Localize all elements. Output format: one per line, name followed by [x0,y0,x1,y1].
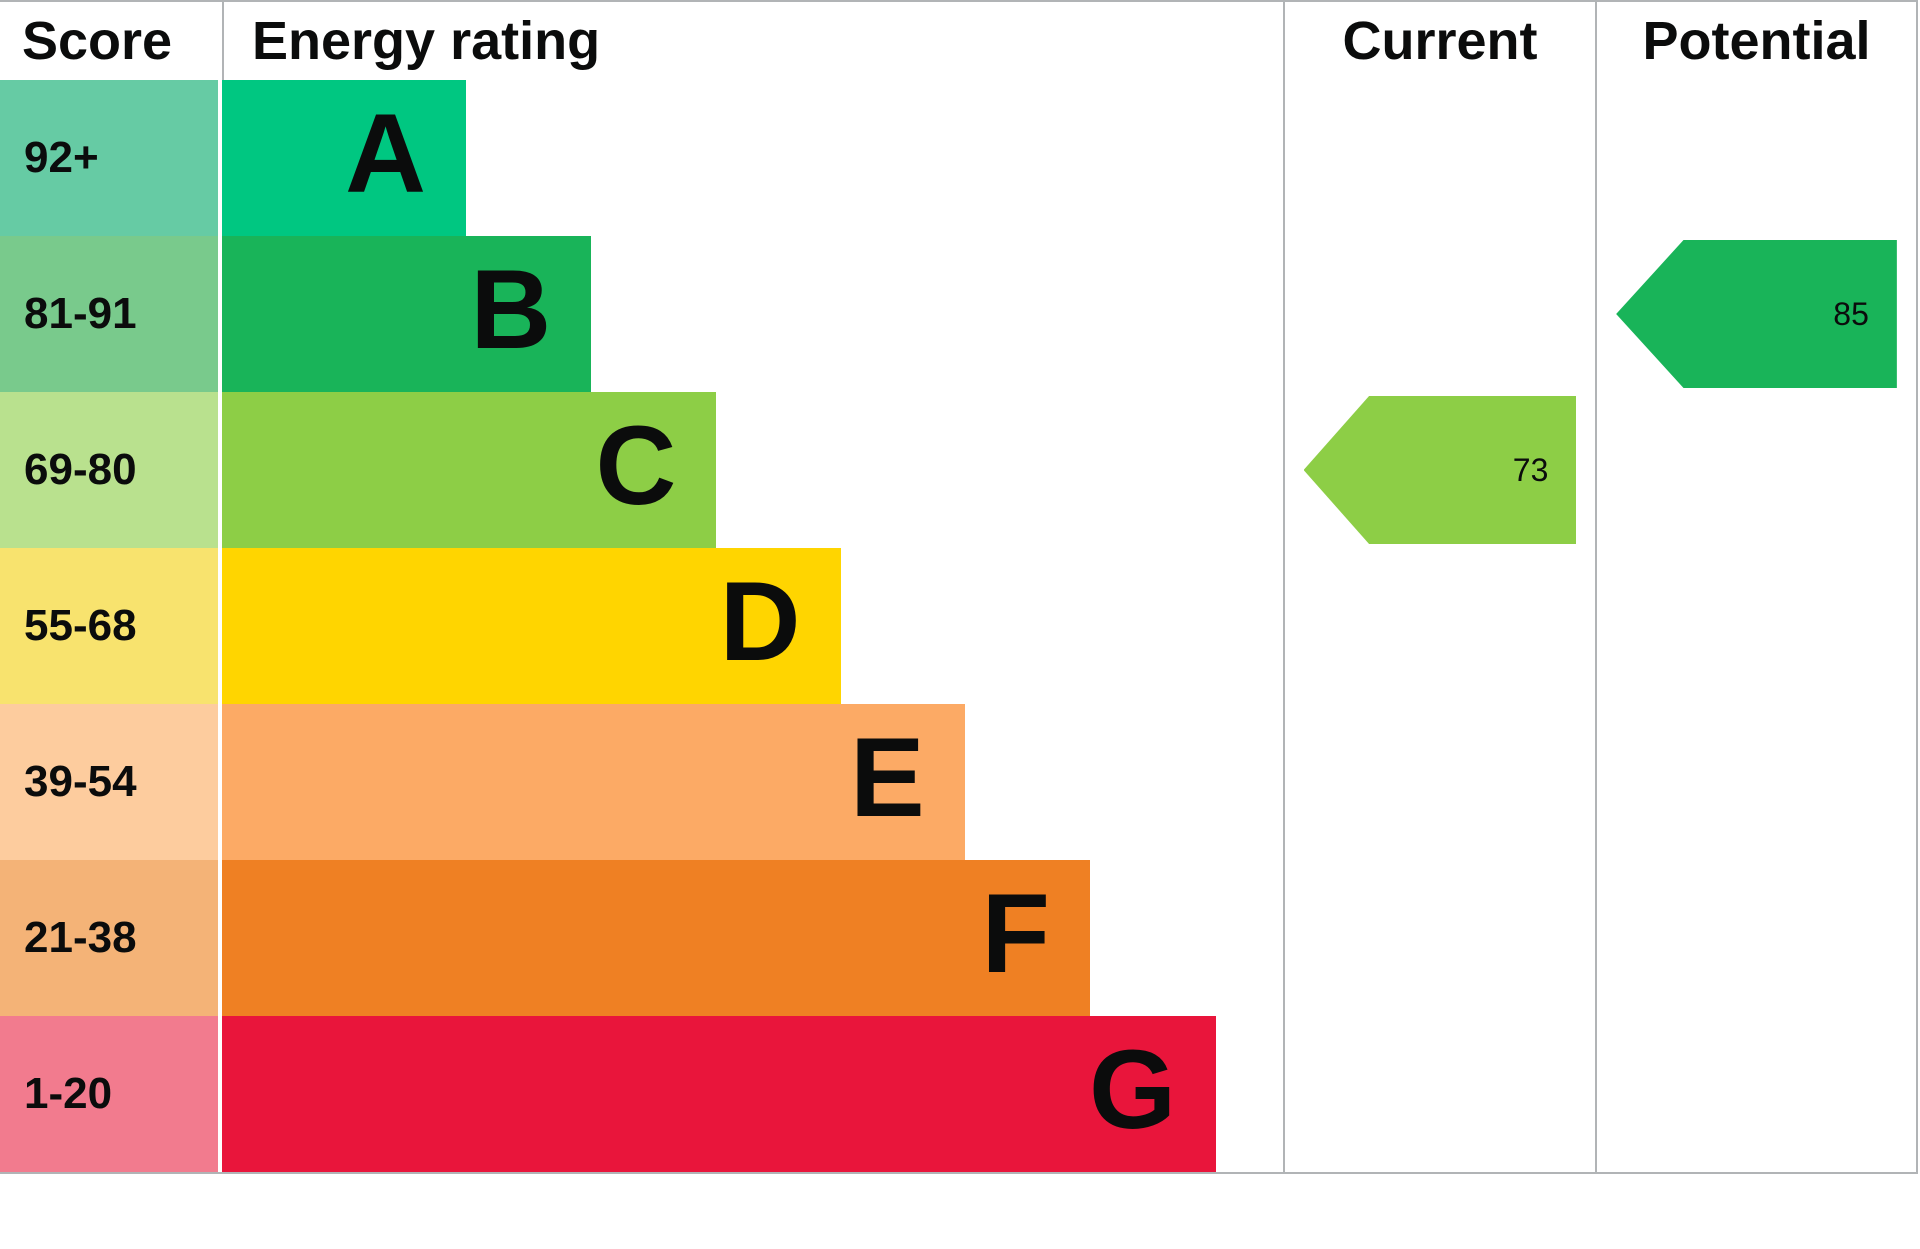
epc-grid: Score Energy rating Current Potential 92… [0,0,1918,1174]
score-range-c: 69-80 [24,445,137,494]
current-cell-d [1283,548,1595,704]
rating-bar-c: C [222,392,717,548]
current-cell-b [1283,236,1595,392]
rating-letter-a: A [345,91,427,216]
score-range-g: 1-20 [24,1069,113,1118]
rating-letter-e: E [849,715,925,840]
current-rating-arrow: 73 [1303,396,1577,544]
rating-cell-g: G [222,1016,1283,1172]
header-energy-rating: Energy rating [222,2,1283,80]
current-cell-g [1283,1016,1595,1172]
header-score: Score [0,2,222,80]
potential-cell-a [1595,80,1918,236]
header-potential: Potential [1595,2,1918,80]
header-energy-rating-label: Energy rating [252,11,601,71]
rating-letter-g: G [1089,1027,1177,1152]
score-cell-e: 39-54 [0,704,222,860]
header-current: Current [1283,2,1595,80]
score-range-e: 39-54 [24,757,137,806]
potential-rating-value: 85 [1833,295,1869,332]
rating-bar-e: E [222,704,965,860]
rating-bar-b: B [222,236,592,392]
potential-cell-d [1595,548,1918,704]
rating-letter-f: F [981,871,1050,996]
rating-cell-b: B [222,236,1283,392]
current-cell-a [1283,80,1595,236]
rating-bar-d: D [222,548,841,704]
rating-cell-e: E [222,704,1283,860]
rating-letter-c: C [595,403,677,528]
current-cell-f [1283,860,1595,1016]
score-cell-b: 81-91 [0,236,222,392]
score-range-b: 81-91 [24,289,137,338]
potential-rating-arrow: 85 [1616,240,1897,388]
potential-cell-f [1595,860,1918,1016]
rating-letter-b: B [470,247,552,372]
score-range-f: 21-38 [24,913,137,962]
rating-letter-d: D [719,559,801,684]
current-cell-c: 73 [1283,392,1595,548]
potential-cell-b: 85 [1595,236,1918,392]
rating-cell-a: A [222,80,1283,236]
header-potential-label: Potential [1642,11,1871,71]
rating-bar-f: F [222,860,1090,1016]
score-range-d: 55-68 [24,601,137,650]
score-cell-f: 21-38 [0,860,222,1016]
current-rating-value: 73 [1512,451,1549,488]
score-range-a: 92+ [24,133,99,182]
header-current-label: Current [1342,11,1538,71]
score-cell-a: 92+ [0,80,222,236]
rating-cell-c: C [222,392,1283,548]
potential-cell-c [1595,392,1918,548]
current-cell-e [1283,704,1595,860]
potential-cell-g [1595,1016,1918,1172]
rating-cell-d: D [222,548,1283,704]
potential-cell-e [1595,704,1918,860]
header-score-label: Score [22,11,173,71]
rating-bar-g: G [222,1016,1217,1172]
score-cell-g: 1-20 [0,1016,222,1172]
rating-bar-a: A [222,80,467,236]
score-cell-d: 55-68 [0,548,222,704]
score-cell-c: 69-80 [0,392,222,548]
rating-cell-f: F [222,860,1283,1016]
